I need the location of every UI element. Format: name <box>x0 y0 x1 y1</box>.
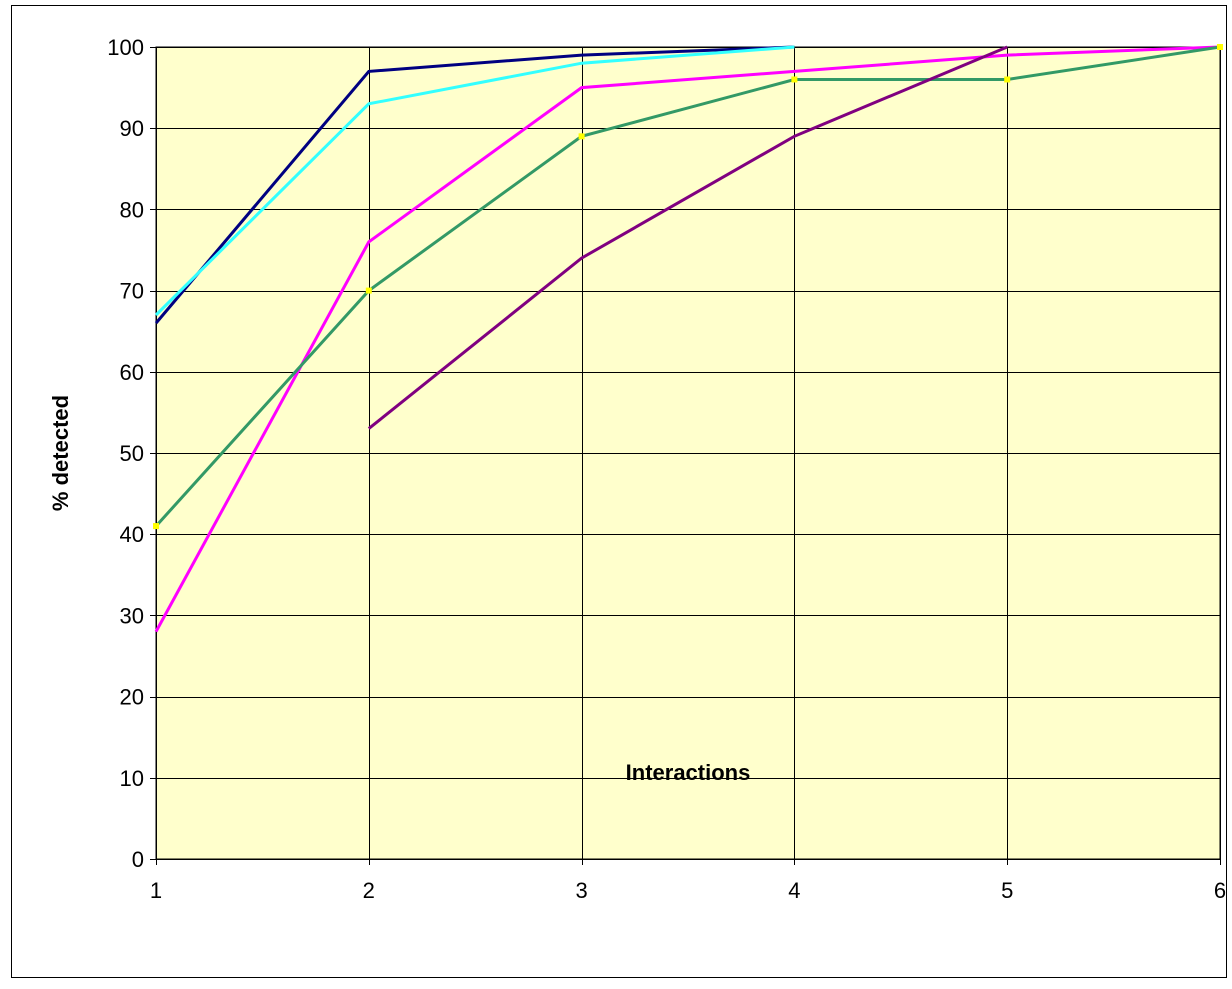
series-line-4 <box>154 45 1221 528</box>
tick-labels: 0 10 20 30 40 50 60 70 80 90 100 1 2 3 4 5 6 <box>107 35 1226 903</box>
x-tick-label: 6 <box>1214 878 1226 903</box>
series-4-point <box>578 133 585 140</box>
y-tick-label: 80 <box>120 197 144 222</box>
series-4-point <box>1217 44 1223 50</box>
y-tick-label: 100 <box>107 35 144 60</box>
y-tick-label: 50 <box>120 441 144 466</box>
y-tick-label: 90 <box>120 116 144 141</box>
x-tick-label: 5 <box>1001 878 1013 903</box>
y-tick-label: 30 <box>120 603 144 628</box>
x-tick-label: 4 <box>788 878 800 903</box>
y-tick-label: 70 <box>120 279 144 304</box>
y-tick-label: 40 <box>120 522 144 547</box>
x-axis-title: Interactions <box>626 760 751 785</box>
series-markers <box>153 44 1223 530</box>
axes <box>150 47 1221 865</box>
series-4-point <box>791 76 798 83</box>
series-line-2 <box>154 45 795 317</box>
y-tick-label: 60 <box>120 360 144 385</box>
y-tick-label: 10 <box>120 766 144 791</box>
x-tick-label: 3 <box>575 878 587 903</box>
x-tick-label: 1 <box>150 878 162 903</box>
series-4-point <box>153 523 159 530</box>
gridlines <box>156 47 1221 860</box>
series-4-point <box>1004 76 1011 83</box>
series-line-3 <box>154 45 1221 633</box>
y-axis-title: % detected <box>48 395 73 511</box>
x-tick-label: 2 <box>363 878 375 903</box>
y-tick-label: 0 <box>132 847 144 872</box>
series-line-5 <box>367 45 1008 430</box>
series-lines <box>154 45 1221 633</box>
series-4-point <box>365 287 372 294</box>
series-line-1 <box>154 45 795 325</box>
y-tick-label: 20 <box>120 685 144 710</box>
